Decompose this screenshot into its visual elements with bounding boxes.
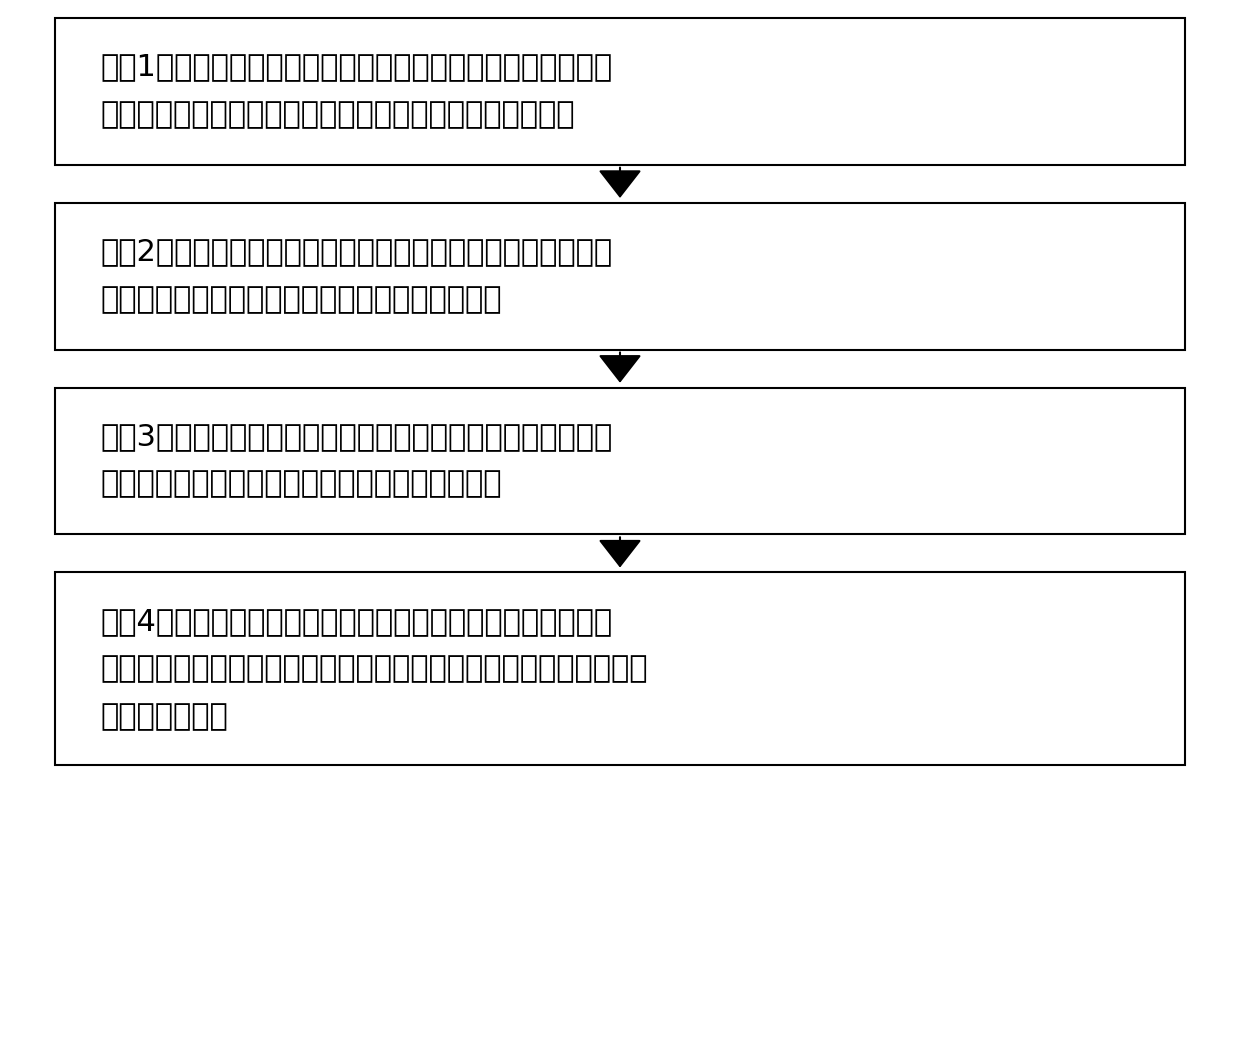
Bar [55, 573, 1185, 764]
Text: 步骤2：采用广义低秩近似方法获取转换矩阵，基于所述转换矩
阵对样本进行降维处理，得到样本的低秩近似矩阵: 步骤2：采用广义低秩近似方法获取转换矩阵，基于所述转换矩 阵对样本进行降维处理，… [100, 237, 613, 314]
Text: 步骤3：对所述样本的低秩近似矩阵加入标签信息作为监督，基
于所述低秩近似矩阵和标签信息构建流形正则化项: 步骤3：对所述样本的低秩近似矩阵加入标签信息作为监督，基 于所述低秩近似矩阵和标… [100, 422, 613, 498]
Text: 步骤4：结合广义低秩近似方法和所述流形正则化项构造目标函
数，采用迭代优化方法求解目标函数获取最优转换矩阵以及样本的最
优低秩近似矩阵: 步骤4：结合广义低秩近似方法和所述流形正则化项构造目标函 数，采用迭代优化方法求… [100, 607, 647, 731]
Text: 步骤1：选取多幅眼底图像，对其进行灰度化处理得到多幅灰度
图像，对所述灰度图像的前景和背景分别进行采样得到样本: 步骤1：选取多幅眼底图像，对其进行灰度化处理得到多幅灰度 图像，对所述灰度图像的… [100, 53, 613, 130]
Bar [55, 388, 1185, 534]
Bar [55, 203, 1185, 350]
Bar [55, 18, 1185, 165]
